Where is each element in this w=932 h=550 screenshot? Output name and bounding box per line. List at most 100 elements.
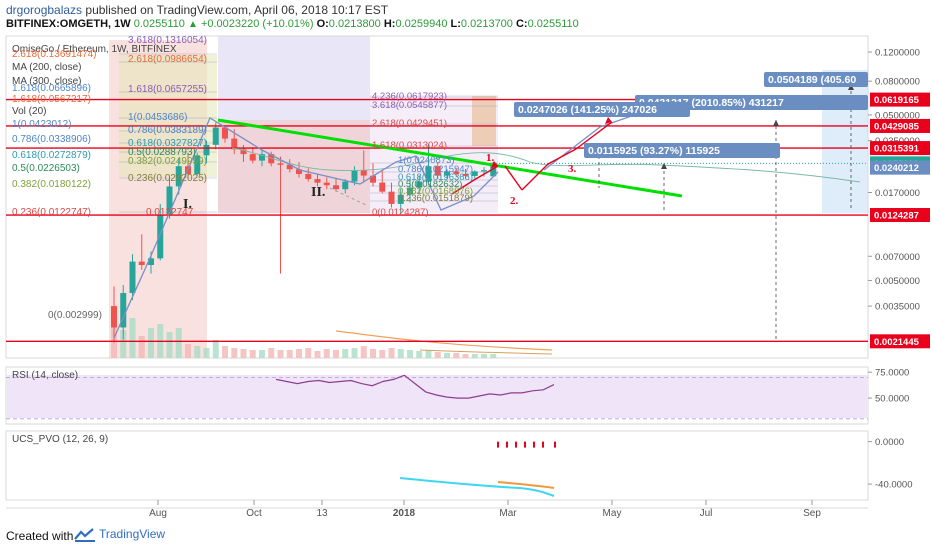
volume-bar xyxy=(203,348,210,358)
low-value: 0.0213700 xyxy=(460,18,513,30)
subwave-label: 2. xyxy=(510,195,519,207)
author-name[interactable]: drgorogbalazs xyxy=(6,3,83,17)
volume-bar xyxy=(194,346,201,358)
fib-zone-orange xyxy=(472,96,496,146)
volume-bar xyxy=(379,350,386,358)
pvo-pane xyxy=(5,430,869,501)
fib-label: 1(0.0423012) xyxy=(12,119,72,130)
candle-body xyxy=(342,181,349,190)
price-change: +0.0023220 (+10.01%) xyxy=(200,18,314,30)
projection-label-small[interactable] xyxy=(514,102,690,117)
tradingview-logo-icon[interactable] xyxy=(74,527,96,543)
volume-bar xyxy=(129,318,136,358)
volume-bar xyxy=(240,349,247,358)
fib-label: 1.618(0.0657255) xyxy=(128,84,207,95)
pvo-line xyxy=(399,477,555,497)
volume-bar xyxy=(296,349,302,358)
candle-body xyxy=(425,166,432,182)
pvo-label: UCS_PVO (12, 26, 9) xyxy=(12,434,108,445)
price-tag-label: 0.0429085 xyxy=(874,121,920,132)
projection-label-mid[interactable] xyxy=(635,95,868,110)
fib-label: 0.236(0.0122747) xyxy=(12,207,91,218)
fib-label: 0.236(0.0151879) xyxy=(398,193,473,204)
candle-body xyxy=(397,194,404,204)
rsi-pane xyxy=(5,366,869,425)
candle-body xyxy=(249,154,256,161)
pvo-histogram-bar xyxy=(515,441,517,448)
low-label: L: xyxy=(450,18,461,30)
price-tick-label: 0.0070000 xyxy=(875,252,920,263)
candle-body xyxy=(231,138,238,150)
created-with-text: Created with xyxy=(6,529,74,543)
candle-body xyxy=(120,292,127,328)
time-tick-label: Aug xyxy=(149,508,167,519)
pvo-histogram-bar xyxy=(497,441,499,448)
fib-label: 0.5(0.0182632) xyxy=(398,179,462,190)
symbol-label: BITFINEX:OMGETH, 1W xyxy=(6,18,131,30)
rsi-band xyxy=(7,375,867,418)
candle-body xyxy=(305,173,312,180)
wave-label: I. xyxy=(183,197,192,212)
candle-body xyxy=(166,186,173,215)
subwave-label: 3. xyxy=(568,163,577,175)
legend-title: OmiseGo / Ethereum, 1W, BITFINEX xyxy=(12,44,177,55)
volume-bar xyxy=(259,350,265,358)
candle-body xyxy=(481,170,487,172)
price-tag xyxy=(870,334,930,349)
fib-label: 1.618(0.0665896) xyxy=(12,83,91,94)
candle-body xyxy=(462,173,469,176)
price-tick-label: 0.0035000 xyxy=(875,302,920,313)
arrow-head-icon xyxy=(491,161,498,168)
rsi-label: RSI (14, close) xyxy=(12,370,78,381)
time-tick-label: Jul xyxy=(700,508,713,519)
fib-label: 0.236(0.0202025) xyxy=(128,173,207,184)
chart-header: drgorogbalazs published on TradingView.c… xyxy=(0,0,932,34)
fib-label: 3.618(0.0545877) xyxy=(372,100,447,111)
fib-label: 0.786(0.0338906) xyxy=(12,134,91,145)
time-tick-label: Oct xyxy=(246,508,262,519)
volume-bar xyxy=(305,348,312,358)
rsi-line xyxy=(275,374,555,399)
projection-label-big[interactable] xyxy=(764,72,868,87)
fib-label: 0.618(0.0327827) xyxy=(128,138,207,149)
up-arrow-icon xyxy=(661,163,667,169)
pvo-tick-label: -40.0000 xyxy=(875,480,913,491)
candle-body xyxy=(490,163,497,177)
candle-body xyxy=(370,175,376,183)
candle-body xyxy=(259,154,265,161)
price-chart[interactable]: OmiseGo / Ethereum, 1W, BITFINEX MA (200,… xyxy=(0,0,932,522)
price-tag-label: 0.0021445 xyxy=(874,337,920,348)
fib-label: 0.382(0.0168876) xyxy=(398,186,473,197)
volume-bar xyxy=(370,349,376,358)
legend-ma200: MA (200, close) xyxy=(12,62,81,73)
candle-body xyxy=(212,127,219,145)
tradingview-brand[interactable]: TradingView xyxy=(99,527,166,541)
price-tag xyxy=(870,118,930,133)
ma-line xyxy=(231,147,861,183)
close-value: 0.0255110 xyxy=(527,18,579,30)
footer: Created with TradingView xyxy=(0,522,932,550)
fib-label: 1.618(0.0313024) xyxy=(372,140,447,151)
price-tick-label: 0.0500000 xyxy=(875,110,920,121)
red-wave-arrows xyxy=(451,121,613,195)
green-trendline xyxy=(217,118,683,198)
ohlc-line: BITFINEX:OMGETH, 1W 0.0255110 ▲ +0.00232… xyxy=(6,18,579,30)
projection-label-low[interactable] xyxy=(584,143,780,158)
rsi-tick-label: 75.0000 xyxy=(875,368,909,379)
volume-bar xyxy=(286,350,293,358)
candle-body xyxy=(444,171,450,176)
volume-bar xyxy=(444,353,450,358)
candle-body xyxy=(314,179,321,183)
pvo-histogram-bar xyxy=(506,441,508,448)
candle-body xyxy=(453,171,460,174)
volume-bar xyxy=(323,349,330,358)
fib-label: 0.618(0.0196366) xyxy=(398,172,473,183)
volume-bar xyxy=(351,348,358,358)
volume-bar xyxy=(138,336,145,358)
publish-info: drgorogbalazs published on TradingView.c… xyxy=(6,3,388,17)
time-tick-label: Sep xyxy=(803,508,821,519)
candle-body xyxy=(129,261,136,293)
price-tag-label: 0.0240212 xyxy=(874,163,919,174)
fib-label: 2.618(0.0429451) xyxy=(372,118,447,129)
candle-body xyxy=(286,164,293,170)
